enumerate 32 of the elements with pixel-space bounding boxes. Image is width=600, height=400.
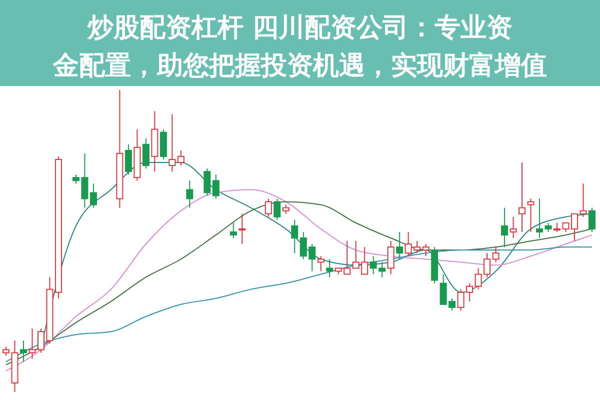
candlestick xyxy=(264,198,272,218)
candlestick xyxy=(387,240,394,275)
candlestick xyxy=(544,222,552,232)
candlestick xyxy=(282,204,290,214)
candlestick xyxy=(501,207,508,248)
candlestick xyxy=(326,258,334,278)
candlestick xyxy=(230,222,237,238)
candlestick xyxy=(422,244,430,257)
candlestick xyxy=(177,150,184,166)
chart-title: 炒股配资杠杆 四川配资公司：专业资金配置，助您把握投资机遇，实现财富增值 xyxy=(52,13,547,81)
candlestick xyxy=(518,162,526,232)
candlestick xyxy=(204,168,211,196)
candlestick xyxy=(168,114,176,172)
candlestick xyxy=(291,219,298,254)
candlestick xyxy=(554,222,561,232)
candlestick xyxy=(28,328,36,360)
candlestick xyxy=(274,198,281,220)
candlestick xyxy=(580,183,587,218)
candlestick xyxy=(20,340,27,362)
candlestick xyxy=(396,231,404,260)
candlestick xyxy=(510,216,517,238)
candlestick xyxy=(588,207,596,232)
candlestick xyxy=(186,180,194,208)
candlestick xyxy=(90,183,97,208)
candlestick xyxy=(124,144,132,176)
candlestick xyxy=(317,256,324,272)
candlestick xyxy=(238,213,246,245)
candlestick xyxy=(212,174,220,200)
candlestick xyxy=(527,198,534,232)
candlestick xyxy=(142,138,150,170)
candlestick xyxy=(536,198,544,238)
candlestick xyxy=(492,246,500,263)
